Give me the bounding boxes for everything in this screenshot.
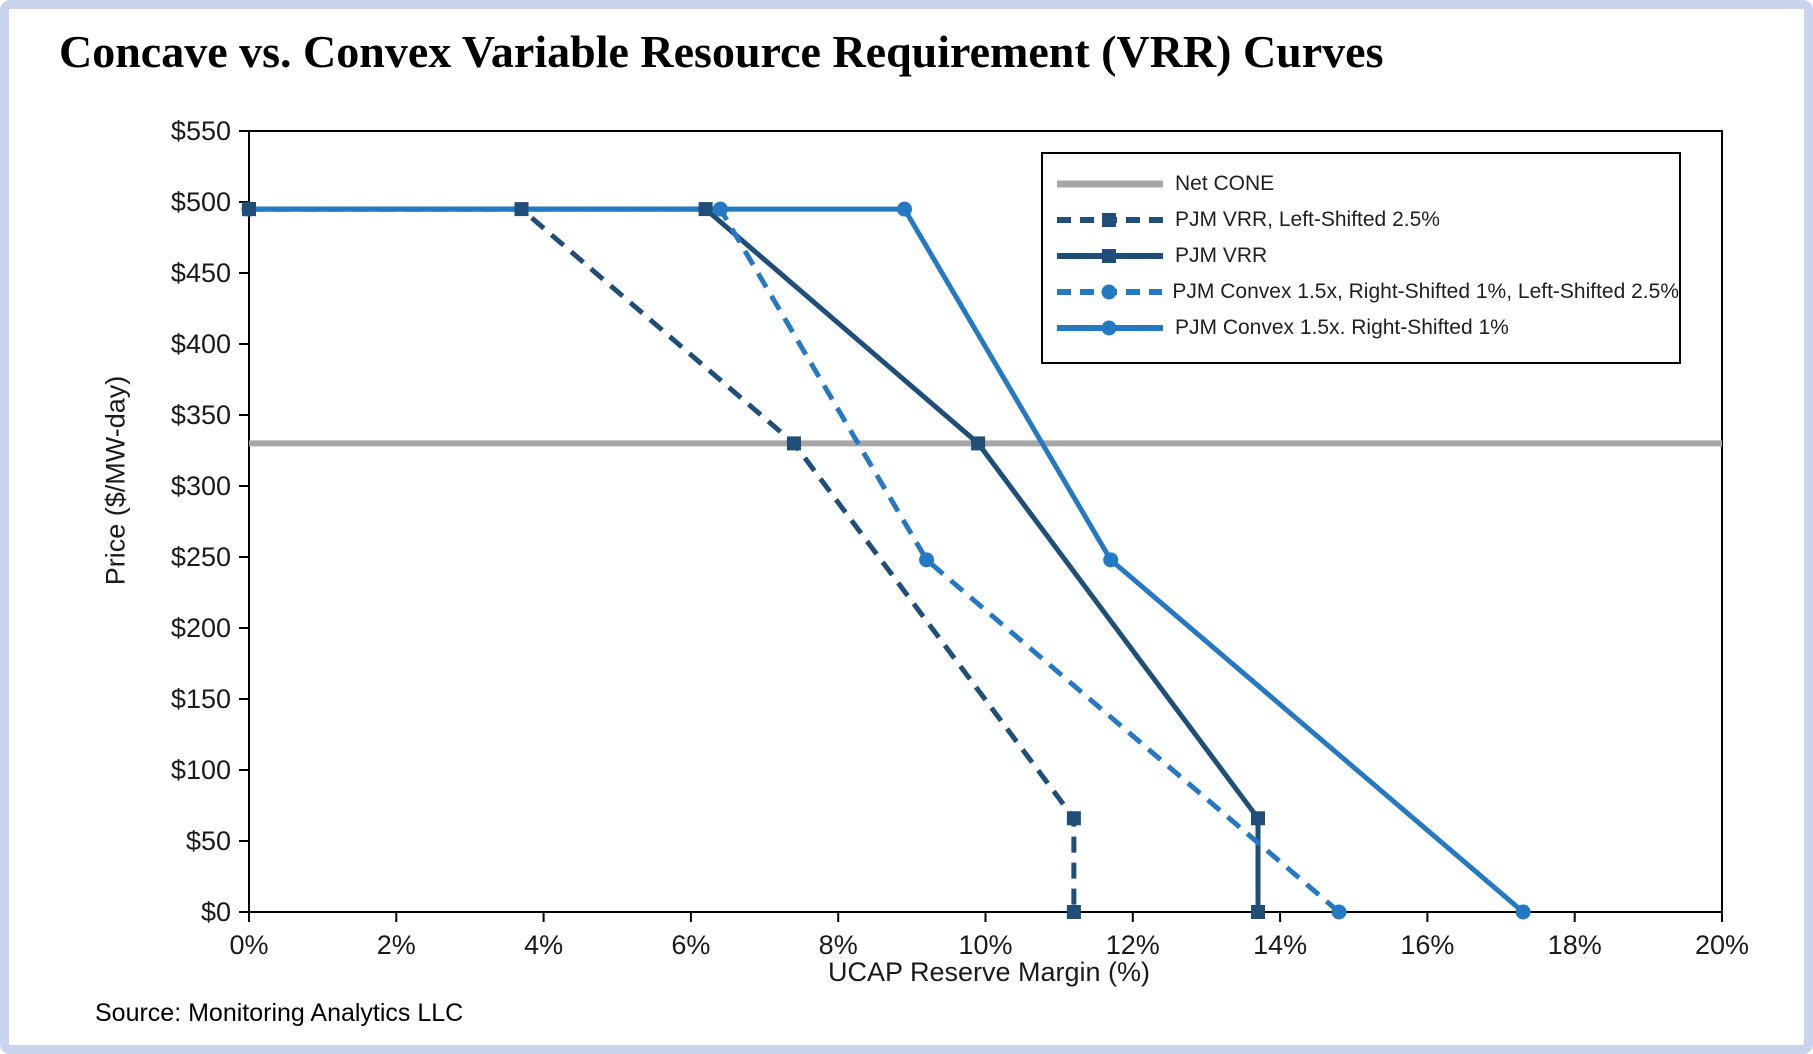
square-marker bbox=[971, 436, 986, 451]
series-line-pjm-vrr-left-shifted-2-5- bbox=[249, 206, 1077, 912]
legend-label: PJM Convex 1.5x. Right-Shifted 1% bbox=[1175, 316, 1509, 339]
legend-item: Net CONE bbox=[1055, 166, 1679, 202]
square-marker bbox=[1251, 905, 1266, 919]
legend-line-sample bbox=[1057, 284, 1163, 300]
y-tick-label: $250 bbox=[171, 542, 231, 572]
legend-line-sample bbox=[1057, 180, 1163, 188]
y-tick-label: $100 bbox=[171, 755, 231, 785]
x-tick-label: 20% bbox=[1695, 930, 1749, 960]
legend-line-sample bbox=[1057, 249, 1163, 263]
legend-label: Net CONE bbox=[1175, 172, 1275, 195]
vrr-chart-canvas: $0 $50 $100 $150 $200 $250 $300 $350 $400 $450 $50… bbox=[171, 116, 1749, 960]
square-marker bbox=[698, 202, 713, 217]
y-tick-label: $200 bbox=[171, 613, 231, 643]
y-tick-label: $400 bbox=[171, 329, 231, 359]
y-axis: $0 $50 $100 $150 $200 $250 $300 $350 $400 $450 $50… bbox=[171, 116, 249, 927]
x-axis: 0% 2% 4% 6% 8% 10% 12% 14% 16% 18% 20% bbox=[229, 912, 1749, 960]
series-markers bbox=[241, 201, 1531, 920]
legend-item: PJM Convex 1.5x, Right-Shifted 1%, Left-… bbox=[1055, 274, 1679, 310]
legend-label: PJM VRR bbox=[1175, 244, 1268, 267]
legend-label: PJM VRR, Left-Shifted 2.5% bbox=[1175, 208, 1440, 231]
series-line-pjm-convex-1-5x-right-shifted-1- bbox=[249, 206, 1525, 914]
y-tick-label: $150 bbox=[171, 684, 231, 714]
y-tick-label: $550 bbox=[171, 116, 231, 146]
y-tick-label: $300 bbox=[171, 471, 231, 501]
x-tick-label: 12% bbox=[1106, 930, 1160, 960]
y-axis-title: Price ($/MW-day) bbox=[100, 375, 131, 586]
y-tick-label: $500 bbox=[171, 187, 231, 217]
y-tick-label: $450 bbox=[171, 258, 231, 288]
source-note: Source: Monitoring Analytics LLC bbox=[95, 999, 464, 1027]
square-marker bbox=[242, 202, 256, 217]
circle-marker bbox=[1331, 904, 1347, 920]
square-marker bbox=[1066, 905, 1081, 919]
x-tick-label: 10% bbox=[958, 930, 1012, 960]
x-tick-label: 8% bbox=[819, 930, 858, 960]
x-tick-label: 0% bbox=[229, 930, 268, 960]
x-tick-label: 6% bbox=[671, 930, 710, 960]
legend-label: PJM Convex 1.5x, Right-Shifted 1%, Left-… bbox=[1172, 280, 1679, 303]
x-tick-label: 18% bbox=[1548, 930, 1602, 960]
circle-marker bbox=[712, 201, 728, 217]
y-tick-label: $350 bbox=[171, 400, 231, 430]
square-marker bbox=[787, 436, 802, 451]
x-tick-label: 16% bbox=[1400, 930, 1454, 960]
y-tick-label: $50 bbox=[186, 826, 231, 856]
y-tick-label: $0 bbox=[201, 897, 231, 927]
legend-line-sample bbox=[1057, 213, 1163, 227]
chart-title: Concave vs. Convex Variable Resource Req… bbox=[59, 26, 1384, 77]
circle-marker bbox=[896, 201, 912, 217]
x-tick-label: 14% bbox=[1253, 930, 1307, 960]
legend-line-sample bbox=[1057, 320, 1163, 336]
square-marker bbox=[514, 202, 529, 217]
circle-marker bbox=[919, 552, 935, 568]
circle-marker bbox=[1103, 552, 1119, 568]
legend-item: PJM Convex 1.5x. Right-Shifted 1% bbox=[1055, 310, 1679, 346]
legend-item: PJM VRR, Left-Shifted 2.5% bbox=[1055, 202, 1679, 238]
chart-legend: Net CONE PJM VRR, Left-Shifted 2.5% PJM VR… bbox=[1041, 152, 1681, 364]
square-marker bbox=[1251, 811, 1266, 826]
circle-marker bbox=[1515, 904, 1531, 920]
legend-item: PJM VRR bbox=[1055, 238, 1679, 274]
x-tick-label: 2% bbox=[377, 930, 416, 960]
square-marker bbox=[1066, 811, 1081, 826]
x-axis-title: UCAP Reserve Margin (%) bbox=[827, 957, 1151, 987]
x-tick-label: 4% bbox=[524, 930, 563, 960]
